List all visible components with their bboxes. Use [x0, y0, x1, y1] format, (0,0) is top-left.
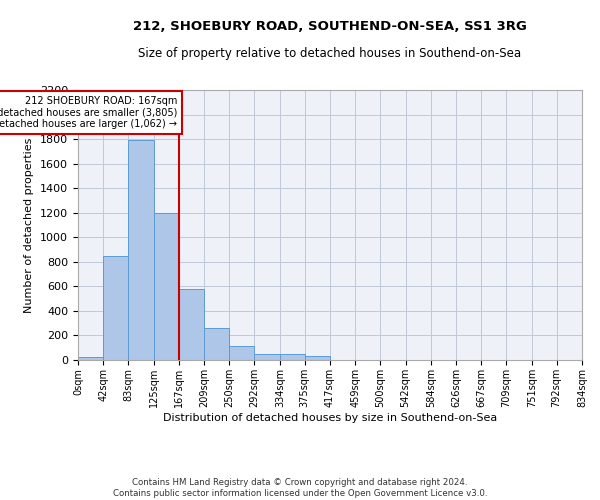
Bar: [78, 357, 103, 360]
Bar: [280, 354, 305, 360]
Text: 212, SHOEBURY ROAD, SOUTHEND-ON-SEA, SS1 3RG: 212, SHOEBURY ROAD, SOUTHEND-ON-SEA, SS1…: [133, 20, 527, 33]
Bar: [229, 346, 254, 360]
Text: 212 SHOEBURY ROAD: 167sqm
← 78% of detached houses are smaller (3,805)
22% of se: 212 SHOEBURY ROAD: 167sqm ← 78% of detac…: [0, 96, 177, 128]
Y-axis label: Number of detached properties: Number of detached properties: [25, 138, 34, 312]
Text: Size of property relative to detached houses in Southend-on-Sea: Size of property relative to detached ho…: [139, 48, 521, 60]
X-axis label: Distribution of detached houses by size in Southend-on-Sea: Distribution of detached houses by size …: [163, 412, 497, 422]
Bar: [128, 140, 154, 360]
Bar: [179, 289, 205, 360]
Bar: [205, 328, 229, 360]
Bar: [103, 256, 128, 360]
Bar: [154, 212, 179, 360]
Bar: [254, 354, 280, 360]
Bar: [305, 356, 330, 360]
Text: Contains HM Land Registry data © Crown copyright and database right 2024.
Contai: Contains HM Land Registry data © Crown c…: [113, 478, 487, 498]
